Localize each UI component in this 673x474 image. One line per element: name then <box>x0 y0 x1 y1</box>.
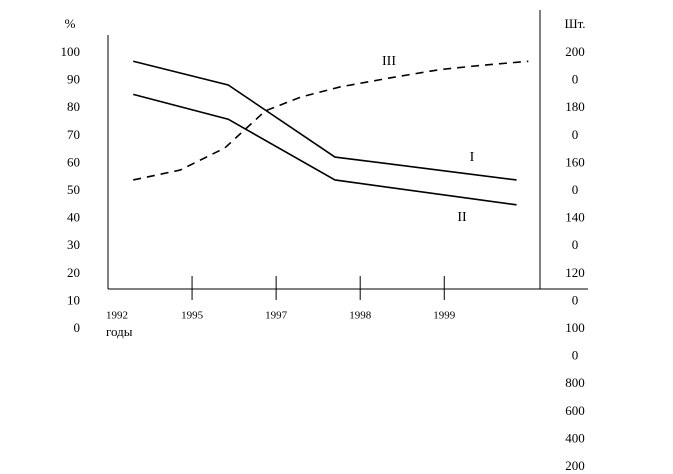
x-tick-label: 1998 <box>349 310 372 322</box>
series-label: I <box>470 150 475 165</box>
y2-tick-label: 0 <box>572 72 579 87</box>
y2-tick-label: 160 <box>565 154 585 169</box>
y-tick-label: 50 <box>67 182 80 197</box>
y2-tick-label: 0 <box>572 127 579 142</box>
y-axis-label: % <box>65 16 76 31</box>
y2-tick-label: 100 <box>565 320 585 335</box>
y-tick-label: 80 <box>67 99 80 114</box>
y2-tick-label: 200 <box>565 458 585 473</box>
x-tick-label: 1999 <box>433 310 456 322</box>
y2-tick-label: 0 <box>572 292 579 307</box>
y-tick-label: 20 <box>67 265 80 280</box>
line <box>133 93 517 206</box>
y-tick-label: 10 <box>67 292 80 307</box>
x-tick-label: 1992 <box>106 310 128 322</box>
y2-tick-label: 600 <box>565 403 585 418</box>
y2-tick-label: 180 <box>565 99 585 114</box>
series-label: III <box>382 54 396 69</box>
y-tick-label: 30 <box>67 237 80 252</box>
y-tick-label: 70 <box>67 127 80 142</box>
series-label: II <box>457 210 467 225</box>
line <box>133 60 529 181</box>
y-tick-label: 60 <box>67 154 80 169</box>
y2-tick-label: 800 <box>565 375 585 390</box>
y-tick-label: 100 <box>61 44 81 59</box>
y2-tick-label: 0 <box>572 237 579 252</box>
y2-tick-label: 400 <box>565 430 585 445</box>
y-tick-label: 0 <box>74 320 81 335</box>
y-tick-label: 90 <box>67 72 80 87</box>
x-axis-label: годы <box>106 324 133 339</box>
line <box>133 60 517 181</box>
x-tick-label: 1997 <box>265 310 288 322</box>
y2-tick-label: 0 <box>572 348 579 363</box>
y2-tick-label: 200 <box>565 44 585 59</box>
y2-tick-label: 120 <box>565 265 585 280</box>
y2-axis-label: Шт. <box>564 16 585 31</box>
x-tick-label: 1995 <box>181 310 204 322</box>
y2-tick-label: 140 <box>565 210 585 225</box>
y-tick-label: 40 <box>67 210 80 225</box>
y2-tick-label: 0 <box>572 182 579 197</box>
